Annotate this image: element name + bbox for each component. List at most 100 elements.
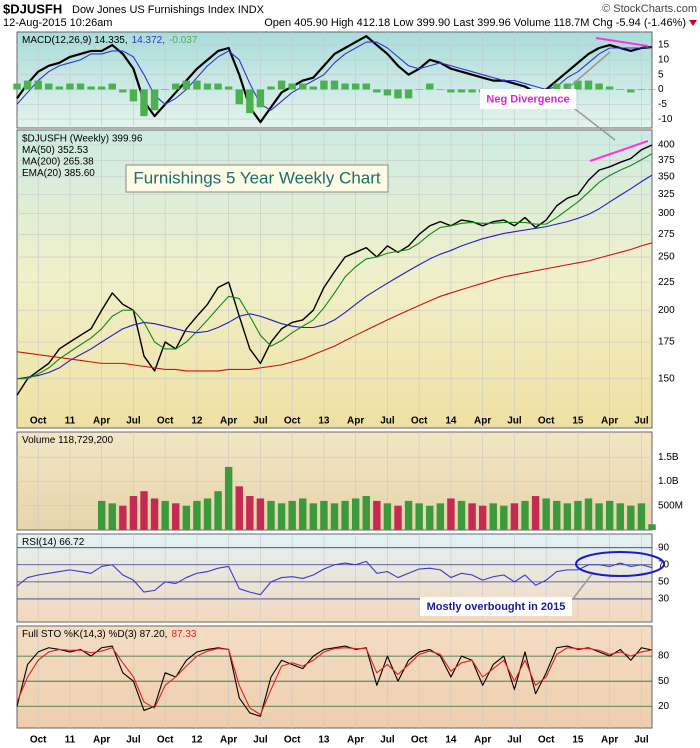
y-tick-label: 325 (658, 189, 675, 200)
bar (13, 83, 21, 90)
y-tick-label: 0 (658, 84, 664, 95)
y-tick-label: 500M (658, 500, 683, 511)
bar (108, 503, 116, 530)
x-tick-label: 12 (191, 735, 203, 746)
bar (23, 80, 32, 90)
bar (383, 89, 392, 96)
x-tick-label: Oct (157, 735, 174, 746)
bar (246, 89, 254, 114)
bar (351, 83, 360, 90)
legend: MACD(12,26,9) 14.335, 14.372, -0.037 (22, 35, 198, 46)
bar (436, 89, 445, 90)
bar (256, 498, 265, 530)
annotation: Neg Divergence (486, 93, 569, 105)
bar (214, 83, 222, 90)
x-tick-label: 11 (65, 735, 76, 746)
bar (119, 89, 127, 93)
y-tick-label: 5 (658, 69, 664, 80)
x-tick-label: 15 (572, 735, 584, 746)
x-tick-label: Apr (93, 416, 110, 427)
index-name: Dow Jones US Furnishings Index INDX (72, 4, 265, 16)
bar (288, 83, 296, 90)
y-tick-label: 80 (658, 651, 670, 662)
credit: © StockCharts.com (602, 3, 697, 15)
bar (605, 86, 614, 90)
macd-trendline (595, 37, 649, 47)
x-tick-label: Apr (347, 416, 364, 427)
bar (510, 503, 519, 530)
x-tick-label: Oct (284, 735, 301, 746)
bar (129, 496, 138, 530)
legend: Volume 118,729,200 (22, 435, 113, 446)
bar (373, 89, 381, 93)
legend-entry: MACD(12,26,9) 14.335, (22, 35, 128, 46)
bar (531, 496, 540, 530)
x-tick-label: 13 (318, 416, 330, 427)
bar (97, 500, 106, 530)
bar (637, 89, 646, 90)
x-tick-label: Jul (126, 416, 141, 427)
bar (595, 83, 603, 90)
bar (224, 86, 233, 90)
bar (478, 505, 487, 530)
x-tick-label: Oct (538, 416, 555, 427)
bar (299, 498, 307, 530)
legend-entry: RSI(14) 66.72 (22, 537, 85, 548)
x-tick-label: Oct (30, 416, 47, 427)
x-tick-label: Jul (380, 735, 395, 746)
bar (447, 498, 455, 530)
bar (574, 80, 582, 90)
y-tick-label: 175 (658, 337, 675, 348)
bar (605, 500, 614, 530)
annotation-box (125, 164, 389, 193)
bar (595, 503, 603, 530)
bar (299, 83, 307, 90)
y-tick-label: 375 (658, 155, 675, 166)
legend-entry: MA(200) 265.38 (22, 157, 94, 168)
bar (521, 500, 529, 530)
bar (563, 503, 572, 530)
legend-entry: -0.037 (169, 35, 198, 46)
y-tick-label: 400 (658, 140, 675, 151)
bar (394, 505, 402, 530)
bar (404, 89, 413, 99)
annotation: Furnishings 5 Year Weekly Chart (133, 168, 381, 187)
x-tick-label: Apr (220, 735, 237, 746)
bar (34, 80, 42, 90)
bar (129, 89, 138, 102)
bar (172, 503, 180, 530)
annotation-box (480, 89, 576, 109)
bar (553, 500, 561, 530)
bar (394, 89, 402, 99)
bar (563, 83, 572, 90)
y-tick-label: -5 (658, 99, 667, 110)
bar (637, 503, 646, 530)
price-trendline (589, 140, 649, 162)
series-line (16, 560, 653, 596)
bar (87, 86, 95, 90)
legend-entry: 14.372, (132, 35, 165, 46)
x-tick-label: Apr (601, 416, 618, 427)
annotation: Mostly overbought in 2015 (427, 601, 566, 613)
bar (330, 80, 339, 90)
x-tick-label: 14 (445, 416, 457, 427)
series-line (16, 647, 653, 716)
bar (203, 498, 212, 530)
bar (415, 503, 423, 530)
date: 12-Aug-2015 10:26am (3, 17, 112, 29)
x-tick-label: 14 (445, 735, 457, 746)
y-tick-label: 225 (658, 277, 675, 288)
x-tick-label: Apr (601, 735, 618, 746)
bar (362, 496, 370, 530)
bar (214, 491, 222, 530)
bar (468, 503, 476, 530)
x-tick-label: Apr (347, 735, 364, 746)
x-tick-label: Oct (284, 416, 301, 427)
y-tick-label: 90 (658, 542, 670, 553)
bar (341, 83, 349, 90)
bar (45, 83, 53, 90)
bar (500, 505, 508, 530)
bar (66, 83, 74, 90)
bar (256, 89, 265, 108)
